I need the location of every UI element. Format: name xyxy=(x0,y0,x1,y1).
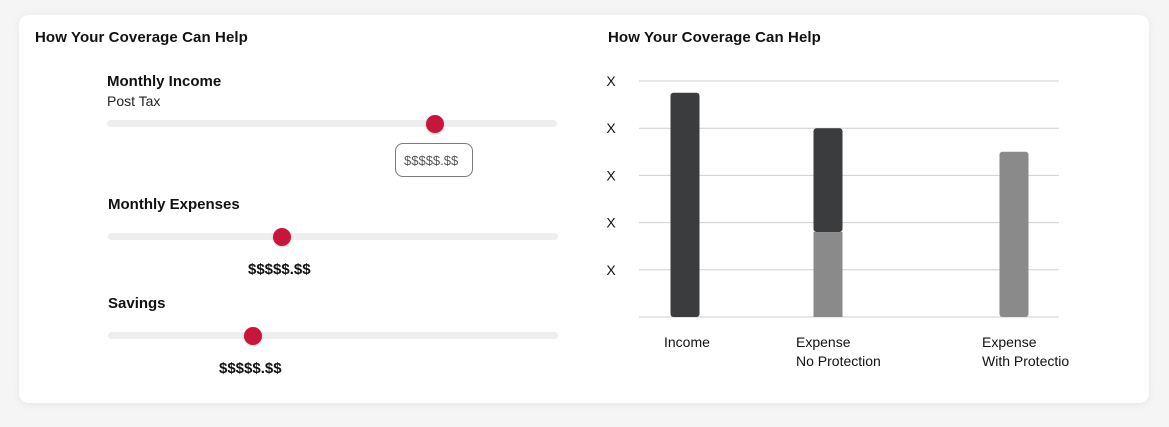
savings-label: Savings xyxy=(108,295,166,312)
monthly-income-slider-thumb[interactable] xyxy=(425,114,444,133)
x-category-label: Expense With Protection xyxy=(982,334,1069,369)
bar-segment xyxy=(999,151,1029,317)
coverage-card: How Your Coverage Can Help Monthly Incom… xyxy=(19,15,1149,403)
y-tick-label: X xyxy=(606,73,616,89)
y-tick-label: X xyxy=(606,262,616,278)
y-tick-label: X xyxy=(606,120,616,136)
bar-segment xyxy=(813,232,843,317)
left-panel-title: How Your Coverage Can Help xyxy=(35,29,248,46)
y-tick-label: X xyxy=(606,167,616,183)
monthly-expenses-slider-track[interactable] xyxy=(108,227,558,246)
post-tax-sublabel: Post Tax xyxy=(107,93,161,109)
monthly-income-label: Monthly Income xyxy=(107,73,222,90)
coverage-bar-chart: X X X X X Income Expense No Protection Expense Wi… xyxy=(606,73,1069,369)
savings-slider-thumb[interactable] xyxy=(243,326,262,345)
savings-slider-track[interactable] xyxy=(108,326,558,345)
bar-segment xyxy=(670,92,700,317)
monthly-income-input[interactable] xyxy=(395,143,473,177)
bar-segment xyxy=(813,128,843,233)
x-category-label: Expense No Protection xyxy=(796,334,881,369)
monthly-expenses-slider-thumb[interactable] xyxy=(273,227,292,246)
y-tick-label: X xyxy=(606,215,616,231)
monthly-expenses-label: Monthly Expenses xyxy=(108,196,240,213)
right-panel-title: How Your Coverage Can Help xyxy=(608,29,821,46)
x-category-label: Income xyxy=(664,334,710,350)
monthly-income-slider-track[interactable] xyxy=(107,114,557,133)
savings-value: $$$$$.$$ xyxy=(219,360,282,377)
monthly-expenses-value: $$$$$.$$ xyxy=(248,261,311,278)
